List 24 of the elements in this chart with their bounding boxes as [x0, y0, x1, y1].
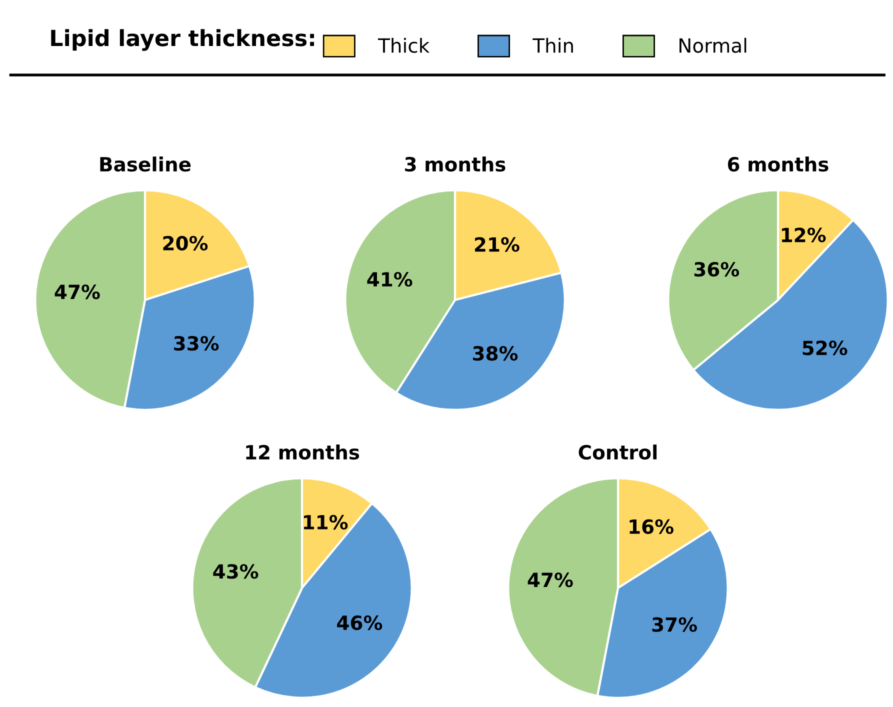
chart-title: 12 months [246, 444, 360, 460]
data-label: 21% [474, 237, 520, 252]
legend-label: Thick [378, 38, 430, 53]
data-label: 37% [652, 617, 697, 632]
legend-label: Normal [680, 38, 746, 53]
data-label: 12% [782, 228, 826, 242]
legend-label: Thin [532, 38, 573, 53]
data-label: 46% [337, 615, 382, 630]
data-label: 11% [304, 514, 348, 530]
chart-title: Control [578, 444, 657, 460]
legend-title: Lipid layer thickness: [51, 29, 314, 51]
data-label: 52% [802, 340, 848, 356]
data-label: 33% [174, 336, 219, 351]
data-label: 38% [473, 346, 518, 361]
data-label: 47% [54, 284, 100, 300]
text: Baseline [100, 156, 191, 172]
data-label: 20% [163, 236, 208, 251]
data-label: 36% [694, 262, 740, 277]
data-label: 16% [630, 519, 674, 534]
chart-title: 6 months [728, 156, 828, 172]
data-label: 43% [213, 564, 258, 579]
chart-title: 3 months [405, 156, 506, 172]
data-label: 41% [367, 272, 412, 287]
data-label: 47% [528, 572, 573, 588]
